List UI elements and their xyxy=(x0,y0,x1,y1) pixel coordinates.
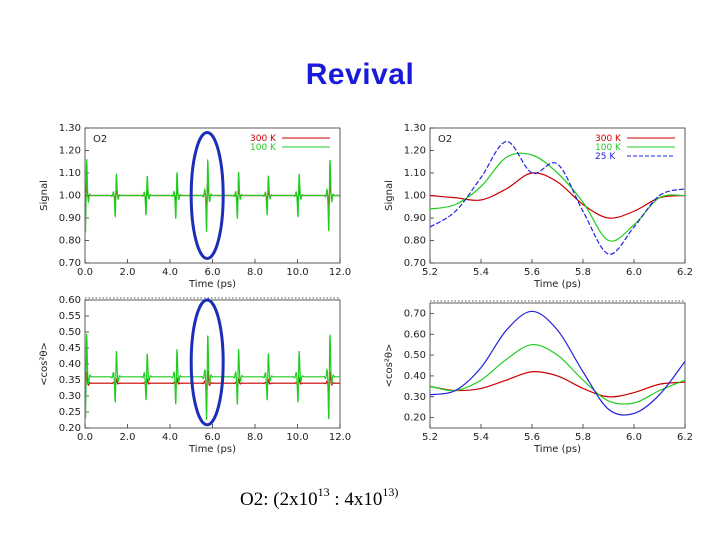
legend-label: 100 K xyxy=(595,143,622,153)
x-tick-label: 6.0 xyxy=(626,432,642,443)
x-tick-label: 10.0 xyxy=(286,267,308,278)
chart-panel-top-left: 0.0 2.0 4.0 6.0 8.0 10.0 12.0 0.70 0.80 0.90 1.00 1… xyxy=(39,123,351,290)
series-line-25k xyxy=(430,140,685,255)
series-line-100k xyxy=(85,333,340,420)
y-tick-label: 0.50 xyxy=(59,327,81,338)
x-tick-label: 5.8 xyxy=(575,432,591,443)
y-tick-label: 0.35 xyxy=(59,375,81,386)
y-tick-label: 0.40 xyxy=(404,371,426,382)
caption-middle: : 4x10 xyxy=(329,489,383,510)
x-axis-label: Time (ps) xyxy=(188,444,236,455)
y-tick-label: 1.10 xyxy=(404,168,426,179)
molecule-label: O2 xyxy=(438,134,452,145)
x-tick-label: 5.2 xyxy=(422,432,438,443)
x-tick-label: 5.6 xyxy=(524,432,540,443)
y-tick-label: 0.45 xyxy=(59,343,81,354)
highlight-ellipse xyxy=(189,298,225,427)
x-tick-label: 2.0 xyxy=(120,432,136,443)
y-tick-label: 0.55 xyxy=(59,311,81,322)
y-axis-label: <cos²θ> xyxy=(384,344,395,388)
caption-prefix: O2: (2x10 xyxy=(240,489,318,510)
x-tick-label: 5.4 xyxy=(473,267,489,278)
x-tick-label: 6.0 xyxy=(626,267,642,278)
x-tick-label: 5.2 xyxy=(422,267,438,278)
plot-frame xyxy=(429,302,686,429)
x-tick-label: 6.0 xyxy=(205,267,221,278)
x-tick-label: 8.0 xyxy=(247,432,263,443)
series-line-25k xyxy=(430,310,685,416)
plot-frame xyxy=(84,299,341,429)
slide-caption: O2: (2x1013 : 4x1013) xyxy=(240,485,398,511)
series-line-100k xyxy=(430,344,685,405)
series-line-100k xyxy=(85,158,340,233)
figure-panels: 0.0 2.0 4.0 6.0 8.0 10.0 12.0 0.70 0.80 0.90 1.00 1… xyxy=(39,123,693,455)
x-tick-label: 0.0 xyxy=(77,432,93,443)
slide-title: Revival xyxy=(305,58,415,91)
legend-label: 25 K xyxy=(595,152,616,162)
x-tick-label: 0.0 xyxy=(77,267,93,278)
legend-label: 300 K xyxy=(595,134,622,144)
molecule-label: O2 xyxy=(93,134,107,145)
y-tick-label: 0.70 xyxy=(404,258,426,269)
series-line-300k xyxy=(85,369,340,397)
highlight-ellipse xyxy=(189,131,225,260)
legend-label: 100 K xyxy=(250,143,277,153)
x-tick-label: 2.0 xyxy=(120,267,136,278)
x-tick-label: 10.0 xyxy=(286,432,308,443)
y-tick-label: 0.20 xyxy=(404,413,426,424)
y-tick-label: 0.30 xyxy=(404,392,426,403)
x-tick-label: 5.8 xyxy=(575,267,591,278)
x-axis-label: Time (ps) xyxy=(188,279,236,290)
y-tick-label: 1.20 xyxy=(404,146,426,157)
y-tick-label: 0.20 xyxy=(59,423,81,434)
y-tick-label: 1.20 xyxy=(59,146,81,157)
y-tick-label: 0.40 xyxy=(59,359,81,370)
x-tick-label: 6.2 xyxy=(677,267,693,278)
x-tick-label: 6.2 xyxy=(677,432,693,443)
y-tick-label: 1.30 xyxy=(404,123,426,134)
y-axis-label: <cos²θ> xyxy=(39,342,50,386)
x-tick-label: 5.6 xyxy=(524,267,540,278)
series-line-300k xyxy=(430,172,685,219)
y-tick-label: 0.30 xyxy=(59,391,81,402)
chart-panel-bottom-right: 5.2 5.4 5.6 5.8 6.0 6.2 0.20 0.30 0.40 0.50 0.60 0.… xyxy=(384,300,693,455)
caption-exponent-1: 13 xyxy=(317,485,330,499)
y-tick-label: 1.30 xyxy=(59,123,81,134)
x-tick-label: 5.4 xyxy=(473,432,489,443)
x-tick-label: 12.0 xyxy=(329,432,351,443)
x-tick-label: 12.0 xyxy=(329,267,351,278)
y-tick-label: 0.60 xyxy=(404,329,426,340)
x-tick-label: 8.0 xyxy=(247,267,263,278)
series-line-100k xyxy=(430,152,685,242)
x-axis-label: Time (ps) xyxy=(533,444,581,455)
series-line-300k xyxy=(430,371,685,398)
x-tick-label: 4.0 xyxy=(162,267,178,278)
y-tick-label: 1.00 xyxy=(404,191,426,202)
x-tick-label: 6.0 xyxy=(205,432,221,443)
y-tick-label: 0.25 xyxy=(59,407,81,418)
y-tick-label: 0.60 xyxy=(59,295,81,306)
caption-exponent-2: 13) xyxy=(382,485,399,499)
y-tick-label: 0.80 xyxy=(404,236,426,247)
y-axis-label: Signal xyxy=(384,180,395,211)
legend-label: 300 K xyxy=(250,134,277,144)
y-tick-label: 0.80 xyxy=(59,236,81,247)
y-tick-label: 0.70 xyxy=(59,258,81,269)
y-axis-label: Signal xyxy=(39,180,50,211)
y-tick-label: 1.10 xyxy=(59,168,81,179)
y-tick-label: 1.00 xyxy=(59,191,81,202)
y-tick-label: 0.90 xyxy=(59,213,81,224)
y-tick-label: 0.90 xyxy=(404,213,426,224)
y-tick-label: 0.70 xyxy=(404,308,426,319)
chart-panel-bottom-left: 0.0 2.0 4.0 6.0 8.0 10.0 12.0 0.20 0.25 0.30 0.35 0… xyxy=(39,295,351,455)
x-tick-label: 4.0 xyxy=(162,432,178,443)
chart-panel-top-right: 5.2 5.4 5.6 5.8 6.0 6.2 0.70 0.80 0.90 1.00 1.10 1.… xyxy=(384,123,693,290)
x-axis-label: Time (ps) xyxy=(533,279,581,290)
y-tick-label: 0.50 xyxy=(404,350,426,361)
